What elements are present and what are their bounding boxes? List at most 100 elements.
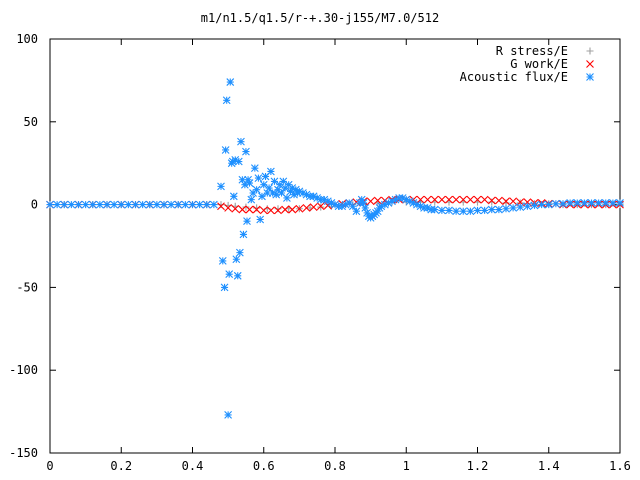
cross-marker [295,204,304,213]
cross-marker [423,195,432,204]
star-marker [384,199,393,207]
star-marker [320,195,329,204]
star-marker [608,199,617,207]
star-marker [221,146,230,154]
x-tick-label: 0.8 [324,459,346,473]
legend-plus-marker [586,47,594,55]
star-marker [420,204,428,212]
star-marker [209,200,218,209]
cross-marker [316,202,325,211]
star-marker [124,200,133,209]
star-marker [430,205,439,214]
y-tick-label: -100 [9,363,38,377]
star-marker [559,199,567,208]
star-marker [487,205,496,214]
plus-marker [242,203,250,211]
star-marker [46,200,54,209]
x-tick-label: 0.2 [110,459,132,473]
star-marker [239,230,248,239]
star-marker [566,199,575,207]
star-marker [452,207,461,216]
star-marker [247,195,256,204]
star-marker [316,195,325,204]
legend-cross-marker [586,60,594,68]
star-marker [373,207,382,216]
star-marker [480,206,489,215]
star-marker [427,205,436,214]
star-marker [53,200,62,209]
cross-marker [445,195,453,204]
star-marker [359,199,368,207]
x-tick-label: 1.2 [467,459,489,473]
star-marker [240,180,249,189]
star-marker [259,180,268,189]
star-marker [348,202,357,211]
star-marker [594,199,603,207]
star-marker [220,283,229,292]
cross-marker [416,195,425,204]
cross-marker [502,197,510,206]
chart-title: m1/n1.5/q1.5/r-+.30-j155/M7.0/512 [201,11,439,25]
star-marker [188,200,197,209]
star-marker [357,195,366,204]
star-marker [103,200,111,209]
star-marker [306,192,314,201]
star-marker [413,200,421,209]
star-marker [74,200,83,209]
star-marker [252,185,261,194]
star-marker [580,199,589,207]
star-marker [523,202,532,211]
star-marker [222,96,231,105]
star-marker [334,202,343,211]
star-marker [279,177,288,186]
star-marker [181,200,190,209]
star-marker [245,179,254,187]
cross-marker [217,202,225,211]
cross-marker [238,205,247,214]
star-marker [229,192,238,201]
cross-marker [494,196,503,205]
star-marker [437,206,446,215]
cross-marker [274,206,282,215]
star-marker [356,199,364,207]
star-marker [266,167,275,176]
plus-marker [274,205,282,213]
y-tick-label: 50 [24,115,38,129]
star-marker [361,204,370,212]
star-marker [616,199,624,207]
star-marker [509,204,518,212]
y-tick-label: 0 [31,198,38,212]
star-marker [261,172,270,181]
star-marker [398,194,407,202]
cross-marker [466,195,475,204]
star-marker [238,175,247,184]
star-marker [235,248,244,257]
star-marker [226,78,235,86]
cross-marker [430,195,439,204]
star-marker [573,199,582,207]
star-marker [256,215,265,224]
star-marker [67,200,76,209]
plus-marker [488,198,496,206]
star-marker [174,200,183,209]
star-marker [217,182,225,191]
cross-marker [373,196,382,205]
star-marker [254,174,263,182]
legend-label: Acoustic flux/E [460,70,568,84]
cross-marker [231,204,240,213]
cross-marker [437,195,446,204]
cross-marker [309,203,318,211]
star-marker [445,206,453,215]
star-marker [145,200,154,209]
x-tick-label: 1.4 [538,459,560,473]
data-points [46,78,624,419]
star-marker [395,194,404,202]
star-marker [110,200,119,209]
star-marker [283,194,291,202]
star-marker [81,200,90,209]
cross-marker [281,205,290,214]
plus-marker [217,201,225,209]
star-marker [377,202,386,211]
cross-marker [266,206,275,215]
legend-star-marker [586,73,594,81]
